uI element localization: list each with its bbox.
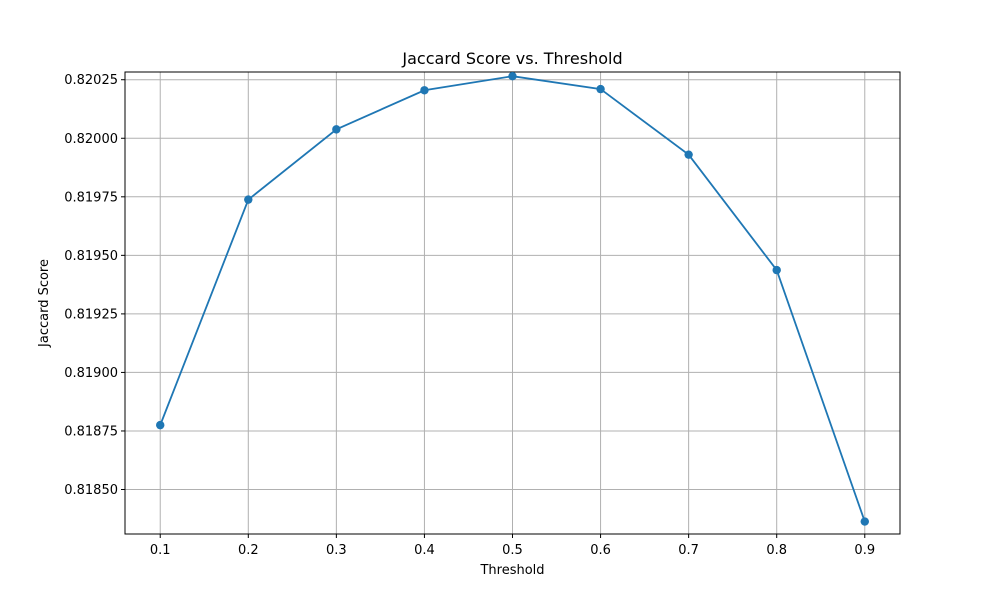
- y-tick-label: 0.81850: [64, 483, 118, 498]
- x-tick-label: 0.2: [238, 543, 259, 558]
- data-point: [684, 150, 693, 159]
- x-tick-label: 0.3: [326, 543, 347, 558]
- x-tick-label: 0.6: [590, 543, 611, 558]
- data-point: [332, 125, 341, 134]
- data-point: [772, 265, 781, 275]
- data-point: [244, 195, 253, 204]
- x-tick-label: 0.1: [150, 543, 171, 558]
- y-tick-label: 0.81925: [64, 307, 118, 322]
- x-tick-label: 0.7: [678, 543, 699, 558]
- data-point: [596, 84, 605, 94]
- y-tick-label: 0.81900: [64, 366, 118, 381]
- chart-title: Jaccard Score vs. Threshold: [401, 49, 622, 68]
- y-tick-label: 0.81950: [64, 249, 118, 264]
- x-tick-label: 0.5: [502, 543, 523, 558]
- x-axis-ticks: 0.1 0.2 0.3 0.4 0.5 0.6 0.7 0.8 0.9: [150, 534, 875, 558]
- y-tick-label: 0.82000: [64, 132, 118, 147]
- y-axis-ticks: 0.81850 0.81875 0.81900 0.81925 0.81950 0.819…: [64, 73, 125, 498]
- grid: [125, 72, 900, 534]
- data-point: [420, 86, 429, 95]
- y-axis-label: Jaccard Score: [37, 259, 52, 348]
- x-tick-label: 0.8: [766, 543, 787, 558]
- data-point: [860, 517, 869, 526]
- x-tick-label: 0.4: [414, 543, 435, 558]
- x-tick-label: 0.9: [854, 543, 875, 558]
- series-layer: [156, 72, 869, 526]
- data-point: [508, 72, 517, 81]
- y-tick-label: 0.81875: [64, 424, 118, 439]
- y-tick-label: 0.82025: [64, 73, 118, 88]
- x-axis-label: Threshold: [479, 563, 544, 578]
- y-tick-label: 0.81975: [64, 190, 118, 205]
- data-point: [156, 420, 165, 430]
